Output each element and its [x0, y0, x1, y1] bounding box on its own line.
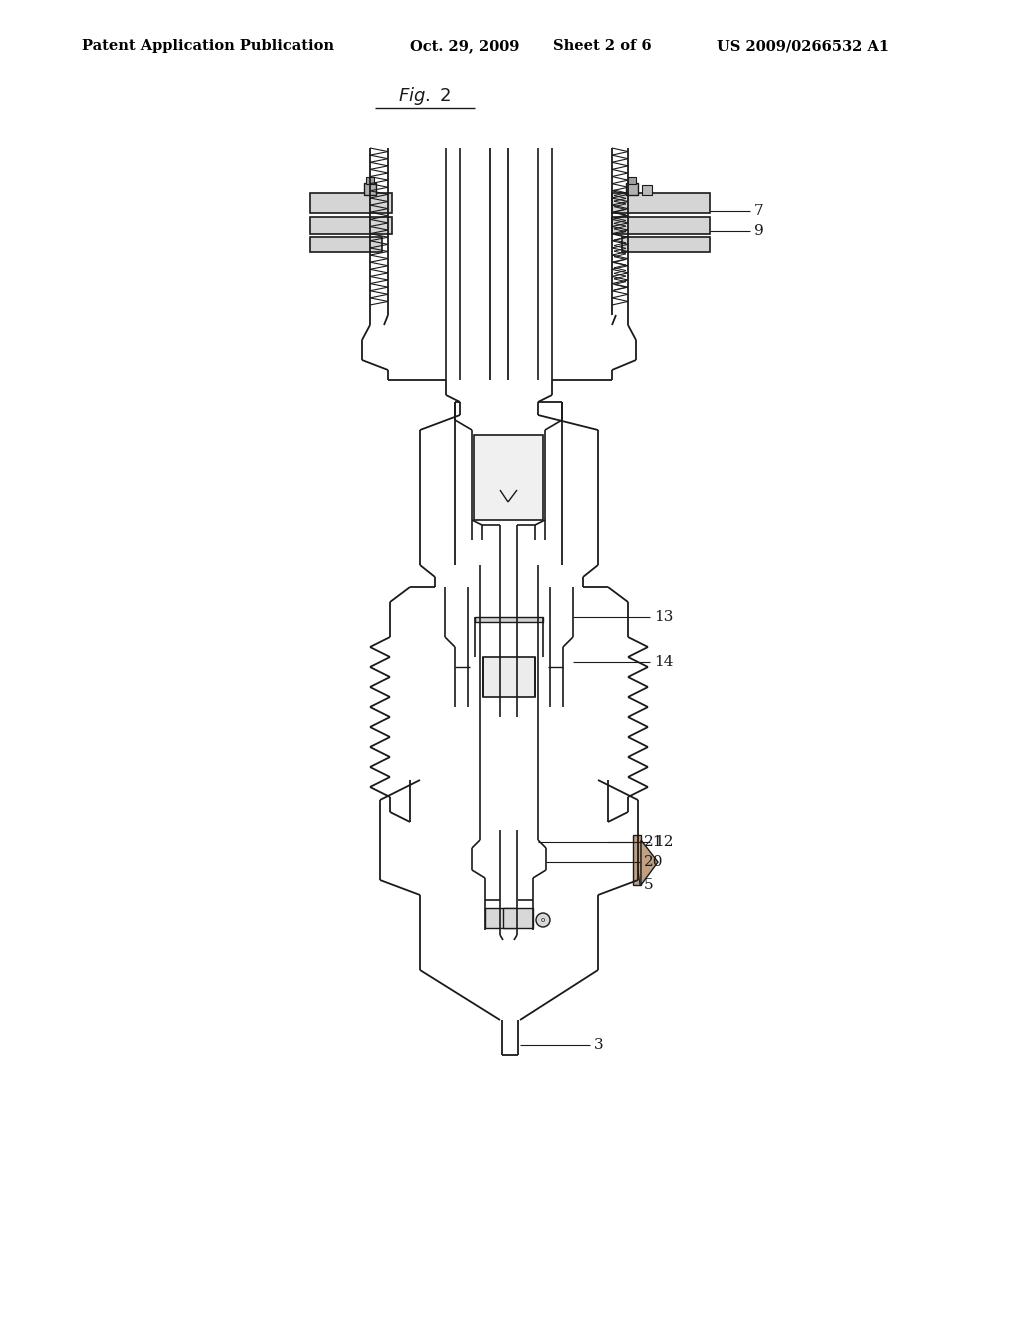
Bar	[474, 436, 543, 520]
Bar	[612, 193, 710, 213]
Bar	[622, 238, 710, 252]
Bar	[503, 908, 534, 928]
Text: Sheet 2 of 6: Sheet 2 of 6	[553, 40, 651, 53]
Text: 7: 7	[754, 205, 764, 218]
Text: 13: 13	[654, 610, 674, 624]
Bar	[612, 216, 710, 234]
Bar	[633, 836, 641, 884]
Text: Oct. 29, 2009: Oct. 29, 2009	[410, 40, 519, 53]
Text: US 2009/0266532 A1: US 2009/0266532 A1	[717, 40, 889, 53]
Text: 21: 21	[644, 836, 664, 849]
Bar	[628, 177, 636, 183]
Text: 9: 9	[754, 224, 764, 238]
Text: 5: 5	[644, 878, 653, 892]
Bar	[485, 908, 515, 928]
Bar	[364, 183, 376, 195]
Bar	[642, 185, 652, 195]
Text: $\it{Fig.}\ \it{2}$: $\it{Fig.}\ \it{2}$	[398, 86, 452, 107]
Text: o: o	[541, 917, 545, 923]
Text: 12: 12	[654, 836, 674, 849]
Bar	[475, 616, 543, 622]
Circle shape	[536, 913, 550, 927]
Bar	[310, 216, 392, 234]
Polygon shape	[641, 840, 658, 884]
Bar	[626, 183, 638, 195]
Text: 20: 20	[644, 855, 664, 869]
Bar	[483, 657, 535, 697]
Bar	[310, 193, 392, 213]
Text: Patent Application Publication: Patent Application Publication	[82, 40, 334, 53]
Text: 14: 14	[654, 655, 674, 669]
Bar	[310, 238, 382, 252]
Text: 3: 3	[594, 1038, 603, 1052]
Bar	[366, 177, 374, 183]
